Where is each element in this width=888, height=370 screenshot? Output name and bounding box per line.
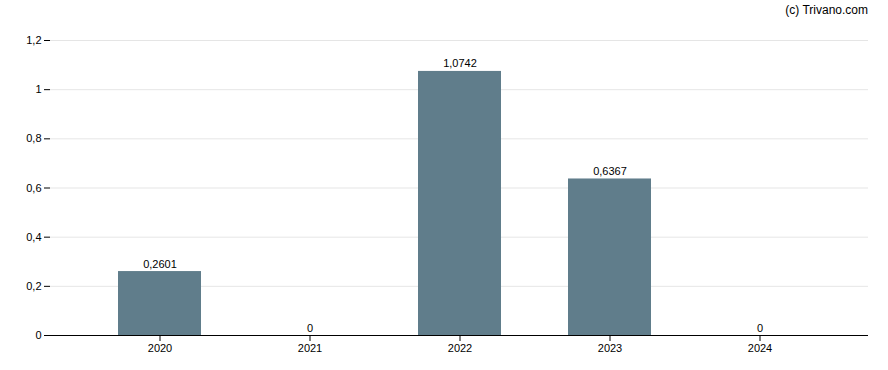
svg-text:2021: 2021 [298, 342, 322, 354]
svg-text:2023: 2023 [598, 342, 622, 354]
svg-text:0,2601: 0,2601 [143, 258, 177, 270]
html-text:(c) Trivano.com: (c) Trivano.com [785, 3, 868, 17]
svg-text:1: 1 [35, 83, 41, 95]
svg-text:0,4: 0,4 [26, 231, 41, 243]
svg-text:0: 0 [757, 322, 763, 334]
svg-text:1,2: 1,2 [26, 34, 41, 46]
svg-text:2020: 2020 [148, 342, 172, 354]
svg-text:2022: 2022 [448, 342, 472, 354]
svg-text:0: 0 [307, 322, 313, 334]
svg-text:0: 0 [35, 329, 41, 341]
svg-text:0,6367: 0,6367 [593, 165, 627, 177]
svg-text:0,6: 0,6 [26, 182, 41, 194]
svg-text:2024: 2024 [748, 342, 772, 354]
svg-text:0,2: 0,2 [26, 280, 41, 292]
svg-text:1,0742: 1,0742 [443, 57, 477, 69]
svg-text:0,8: 0,8 [26, 132, 41, 144]
